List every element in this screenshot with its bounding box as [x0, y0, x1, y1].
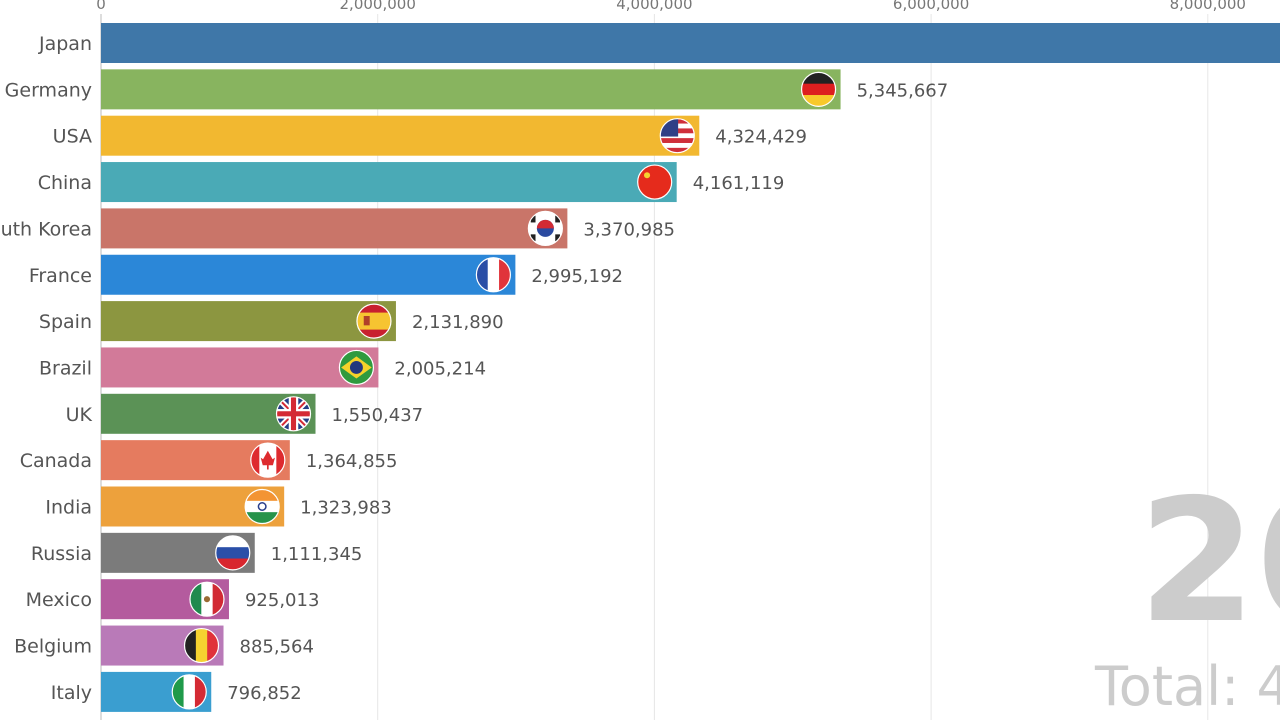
flag-france-icon — [476, 257, 511, 292]
bar-row: Russia 1,111,345 — [31, 532, 363, 573]
x-tick-label: 0 — [96, 0, 106, 13]
bar — [101, 69, 841, 110]
bar-row: Canada 1,364,855 — [20, 440, 398, 481]
total-watermark: Total: 4 — [1094, 655, 1280, 718]
flag-brazil-icon — [339, 350, 374, 385]
value-label: 4,161,119 — [693, 173, 785, 194]
flag-spain-icon — [356, 304, 391, 339]
x-tick-label: 4,000,000 — [616, 0, 692, 13]
category-label: Canada — [20, 450, 92, 472]
value-label: 796,852 — [227, 683, 301, 704]
category-label: China — [38, 172, 92, 194]
value-label: 925,013 — [245, 590, 319, 611]
category-label: France — [29, 265, 92, 287]
bar-row: France 2,995,192 — [29, 254, 623, 295]
flag-india-icon — [245, 489, 280, 524]
flag-italy-icon — [172, 674, 207, 709]
bar-row: USA 4,324,429 — [53, 115, 807, 156]
bars: Japan Germany 5,345,667 USA 4,324,429 China 4,… — [1, 23, 1280, 712]
flag-canada-icon — [250, 443, 285, 478]
bar-row: Brazil 2,005,214 — [39, 347, 486, 388]
bar-row: Italy 796,852 — [51, 671, 302, 712]
value-label: 1,111,345 — [271, 544, 363, 565]
bar-row: uth Korea 3,370,985 — [1, 208, 675, 249]
bar-row: Mexico 925,013 — [26, 579, 319, 620]
flag-south-korea-icon — [528, 211, 563, 246]
bar — [101, 162, 677, 203]
bar-row: UK 1,550,437 — [66, 393, 424, 434]
category-label: Mexico — [26, 589, 92, 611]
bar-row: China 4,161,119 — [38, 162, 785, 203]
value-label: 2,131,890 — [412, 312, 504, 333]
category-label: Italy — [51, 682, 92, 704]
bar — [101, 208, 568, 249]
bar — [101, 23, 1280, 63]
category-label: Russia — [31, 543, 92, 565]
category-label: Germany — [5, 79, 92, 101]
value-label: 885,564 — [240, 637, 314, 658]
bar-row: Belgium 885,564 — [14, 625, 314, 666]
category-label: Spain — [39, 311, 92, 333]
value-label: 1,550,437 — [332, 405, 424, 426]
category-label: Japan — [38, 33, 92, 55]
bar — [101, 115, 700, 156]
category-label: India — [45, 497, 92, 519]
x-tick-label: 8,000,000 — [1170, 0, 1246, 13]
value-label: 5,345,667 — [857, 80, 949, 101]
value-label: 1,364,855 — [306, 451, 398, 472]
bar — [101, 347, 379, 388]
flag-belgium-icon — [184, 628, 219, 663]
flag-china-icon — [637, 165, 672, 200]
category-label: USA — [53, 126, 92, 148]
x-axis-ticks: 0 2,000,000 4,000,000 6,000,000 8,000,000 — [96, 0, 1246, 13]
x-tick-label: 2,000,000 — [340, 0, 416, 13]
bar-row: Germany 5,345,667 — [5, 69, 949, 110]
value-label: 2,005,214 — [394, 358, 486, 379]
year-watermark: 20 — [1138, 463, 1280, 661]
category-label: Belgium — [14, 636, 92, 658]
bar-row: Japan — [38, 23, 1280, 63]
category-label: Brazil — [39, 357, 92, 379]
x-tick-label: 6,000,000 — [893, 0, 969, 13]
flag-mexico-icon — [189, 582, 224, 617]
bar — [101, 301, 396, 342]
flag-russia-icon — [215, 535, 250, 570]
category-label: UK — [66, 404, 93, 426]
value-label: 2,995,192 — [531, 266, 623, 287]
bar — [101, 254, 516, 295]
bar-row: India 1,323,983 — [45, 486, 392, 527]
category-label: uth Korea — [1, 218, 92, 240]
bar-row: Spain 2,131,890 — [39, 301, 504, 342]
value-label: 3,370,985 — [583, 219, 675, 240]
flag-uk-icon — [276, 396, 311, 431]
value-label: 1,323,983 — [300, 498, 392, 519]
flag-germany-icon — [801, 72, 836, 107]
value-label: 4,324,429 — [715, 127, 807, 148]
